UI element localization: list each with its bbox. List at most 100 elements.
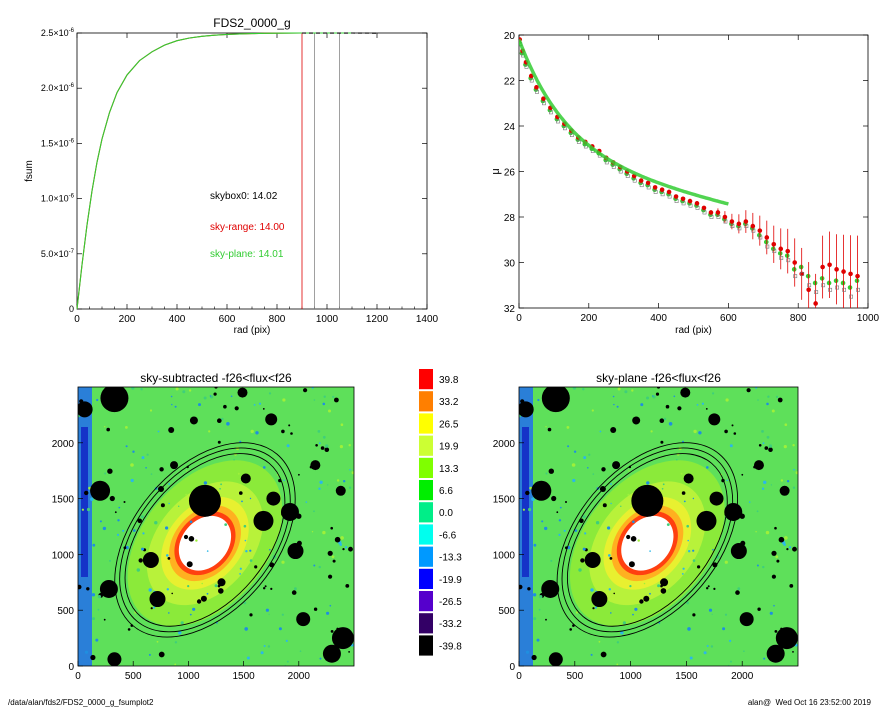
sky-plane-image-masked-star [631,484,664,517]
sky-subtracted-image-noise-speck [150,607,153,610]
sky-subtracted-image-noise-speck [318,442,321,445]
colorbar-swatch [419,613,433,634]
sky-subtracted-image-noise-speck [344,546,348,549]
sky-subtracted-image-noise-speck [263,645,266,647]
sky-plane-image-noise-speck [584,532,587,535]
sky-subtracted-image-x-tick-label: 1000 [177,671,200,682]
sky-plane-image-noise-speck [771,574,777,579]
sky-subtracted-image-noise-speck [263,587,266,590]
profile-point [645,180,651,186]
sky-plane-image-noise-speck [722,627,726,631]
sky-plane-image-noise-speck [775,395,779,398]
sky-plane-image-noise-speck [729,639,732,643]
profile-points-group [519,37,860,308]
colorbar-label: 26.5 [439,419,459,430]
sky-plane-image-noise-speck [793,468,795,471]
colorbar-swatch [419,391,433,412]
sky-subtracted-image-noise-speck [116,533,120,537]
sky-subtracted-image-noise-speck [348,486,352,489]
sky-plane-image-noise-speck [692,549,695,552]
sky-subtracted-image-masked-star [237,387,248,398]
sky-plane-image-masked-star [753,460,764,471]
sky-plane-image-noise-speck [522,508,526,511]
sky-plane-image-noise-speck [533,617,537,621]
sky-subtracted-image-noise-speck [268,392,272,395]
sky-subtracted-image-noise-speck [174,405,177,408]
profile-point [652,185,658,190]
profile-point [757,228,763,233]
sky-plane-image-frame [518,386,799,667]
sky-plane-image-noise-speck [795,471,798,475]
sky-plane-image-noise-speck [733,432,737,435]
sky-plane-image-noise-speck [712,392,715,395]
profile-point [784,253,790,258]
sky-plane-image-noise-speck [756,510,759,513]
sky-plane-image-noise-speck [609,557,613,560]
sky-plane-image-noise-speck [631,389,634,392]
sky-plane-image-title: sky-plane -f26<flux<f26 [596,371,721,385]
profile-x-tick-label: 800 [790,313,807,324]
sky-subtracted-image-noise-speck [282,398,286,402]
profile-point [812,280,818,286]
sky-plane-image-noise-speck [741,473,744,476]
sky-plane-image-noise-speck [556,511,559,514]
sky-subtracted-image-noise-speck [200,595,207,602]
sky-subtracted-image-noise-speck [221,417,224,421]
sky-subtracted-image-noise-speck [130,463,134,467]
sky-plane-image-noise-speck [696,404,699,406]
profile-point [667,194,672,199]
sky-plane-image-noise-speck [692,613,696,617]
sky-plane-image-noise-speck [629,585,632,588]
profile-point [819,276,825,281]
sky-subtracted-image-noise-speck [245,550,248,553]
profile-x-tick-label: 200 [580,313,597,324]
sky-plane-image-noise-speck [659,418,665,424]
sky-subtracted-image-noise-speck [206,550,209,552]
sky-plane-image-noise-speck [776,559,780,563]
sky-plane-image-masked-star [680,387,691,398]
sky-subtracted-image-noise-speck [168,502,170,505]
sky-plane-image-masked-star [548,652,563,666]
sky-subtracted-image-noise-speck [125,545,129,550]
colorbar-label: 39.8 [439,375,459,386]
sky-plane-image-noise-speck [682,567,685,570]
sky-plane-image-noise-speck [628,561,635,568]
sky-plane-image-masked-star [709,491,724,506]
profile-y-tick-label: 24 [504,122,516,133]
sky-subtracted-image-noise-speck [326,611,330,615]
sky-subtracted-image-noise-speck [332,395,335,398]
sky-plane-image-noise-speck [724,429,728,434]
sky-plane-image-sky-annulus [556,442,739,638]
profile-point [763,239,769,245]
sky-plane-image-noise-speck [792,444,795,447]
profile-y-tick-label: 26 [504,168,516,179]
fsum-annotation: sky-plane: 14.01 [210,249,284,260]
sky-subtracted-image-noise-speck [192,607,196,611]
sky-plane-image-noise-speck [698,431,702,435]
profile-point [764,235,770,240]
colorbar-label: 13.3 [439,464,459,475]
profile-point [618,169,623,174]
sky-subtracted-image-noise-speck [99,520,102,523]
sky-subtracted-image-noise-speck [158,651,165,658]
profile-point [848,271,853,277]
profile-point [653,190,658,194]
sky-subtracted-image-noise-speck [104,472,107,475]
sky-plane-image-noise-speck [632,520,635,524]
profile-point [840,280,846,286]
sky-subtracted-image-noise-speck [137,518,142,524]
profile-point [611,165,616,169]
sky-plane-image-noise-speck [761,430,764,433]
sky-subtracted-image-noise-speck [156,640,159,643]
sky-subtracted-image-masked-star [142,551,159,568]
sky-plane-image-noise-speck [725,398,729,402]
sky-subtracted-image-y-tick-label: 2000 [52,439,75,450]
sky-subtracted-image-noise-speck [188,389,192,392]
sky-subtracted-image-noise-speck [130,478,134,483]
sky-plane-image-masked-star [730,543,747,560]
sky-plane-image-noise-speck [650,430,653,433]
profile-point [549,110,553,115]
colorbar-swatch [419,635,433,656]
sky-plane-image-y-tick-label: 2000 [493,439,516,450]
profile-point [856,287,860,292]
